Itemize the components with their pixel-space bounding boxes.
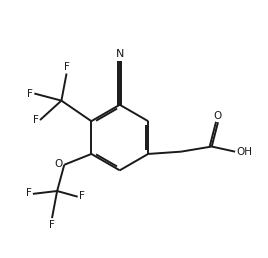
Text: F: F (49, 220, 55, 230)
Text: F: F (64, 62, 69, 72)
Text: F: F (33, 115, 39, 125)
Text: O: O (213, 111, 222, 120)
Text: F: F (79, 191, 85, 201)
Text: F: F (26, 188, 31, 198)
Text: F: F (27, 88, 33, 99)
Text: O: O (55, 159, 63, 169)
Text: N: N (116, 50, 124, 59)
Text: OH: OH (236, 147, 252, 157)
